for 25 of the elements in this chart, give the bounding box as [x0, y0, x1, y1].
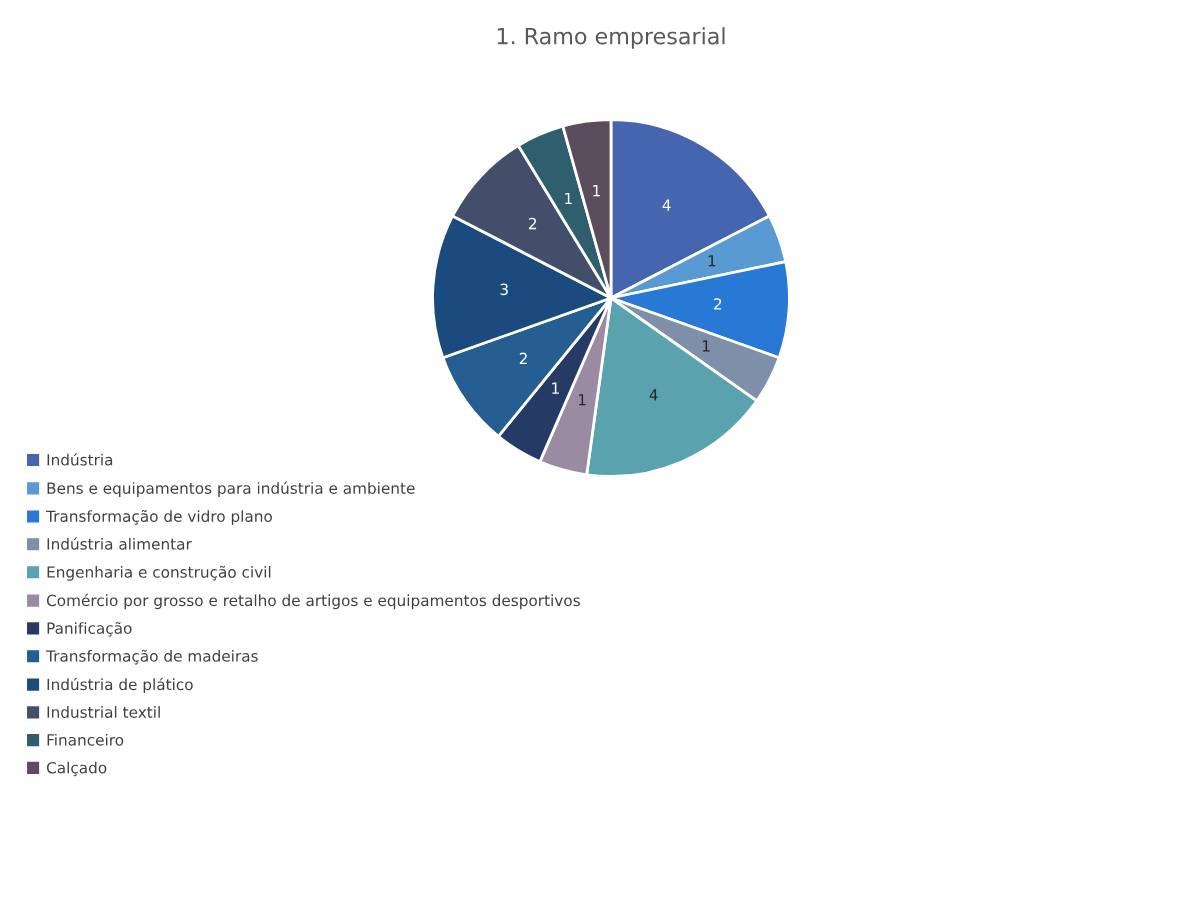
legend-label: Transformação de madeiras — [46, 649, 258, 665]
data-label: 1 — [702, 340, 710, 352]
legend-label: Comércio por grosso e retalho de artigos e equipamentos desportivos — [46, 593, 580, 610]
data-label: 1 — [565, 192, 572, 205]
legend-label: Financeiro — [47, 733, 124, 746]
data-label: 1 — [578, 394, 586, 406]
data-label: 4 — [649, 389, 658, 401]
legend-label: Calçado — [46, 761, 107, 777]
legend-label: Industrial textil — [47, 706, 160, 718]
data-label: 2 — [714, 298, 722, 310]
legend-label: Transformação de vidro plano — [46, 509, 272, 525]
data-label: 4 — [662, 199, 671, 211]
data-label: 1 — [552, 382, 559, 394]
chart-title: 1. Ramo empresarial — [497, 27, 725, 49]
data-label: 1 — [593, 185, 600, 197]
legend-label: Engenharia e construção civil — [47, 565, 271, 581]
data-label: 2 — [529, 217, 537, 230]
legend-label: Panificação — [47, 621, 132, 637]
legend-label: Indústria — [47, 453, 113, 466]
data-label: 3 — [500, 283, 508, 296]
data-label: 2 — [519, 352, 527, 364]
data-label: 1 — [708, 255, 716, 267]
legend-label: Bens e equipamentos para indústria e ambiente — [47, 481, 415, 497]
legend-label: Indústria alimentar — [47, 537, 192, 550]
legend-label: Indústria de plático — [47, 677, 193, 694]
